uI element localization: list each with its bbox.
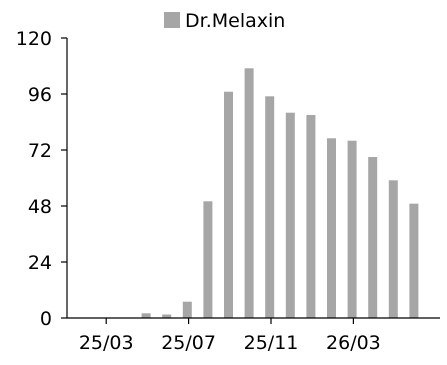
bar — [327, 138, 336, 318]
x-tick-label: 25/07 — [161, 332, 216, 354]
legend: Dr.Melaxin — [164, 10, 285, 32]
bar — [306, 115, 316, 318]
bar — [285, 112, 295, 318]
bar — [203, 201, 213, 318]
axes-group: 0 24 48 72 96 120 25/03 25/07 25/11 26/03 — [16, 28, 440, 354]
x-tick-label: 25/03 — [79, 332, 134, 354]
bar — [182, 301, 192, 318]
bar — [265, 96, 275, 318]
bar — [388, 180, 398, 318]
legend-label: Dr.Melaxin — [185, 10, 285, 32]
bars-group — [141, 68, 419, 318]
x-tick-label: 26/03 — [326, 332, 381, 354]
bar — [347, 140, 357, 318]
bar — [141, 313, 151, 318]
bar — [224, 91, 233, 318]
x-tick-label: 25/11 — [244, 332, 299, 354]
y-tick-label: 24 — [28, 252, 52, 274]
y-tick-label: 0 — [40, 308, 52, 330]
bar — [368, 157, 378, 318]
bar — [244, 68, 254, 318]
y-tick-label: 96 — [28, 84, 52, 106]
bar — [162, 314, 172, 318]
legend-swatch — [164, 12, 180, 28]
y-tick-label: 48 — [28, 196, 52, 218]
y-tick-label: 120 — [16, 28, 52, 50]
y-tick-label: 72 — [28, 140, 52, 162]
bar — [409, 203, 419, 318]
